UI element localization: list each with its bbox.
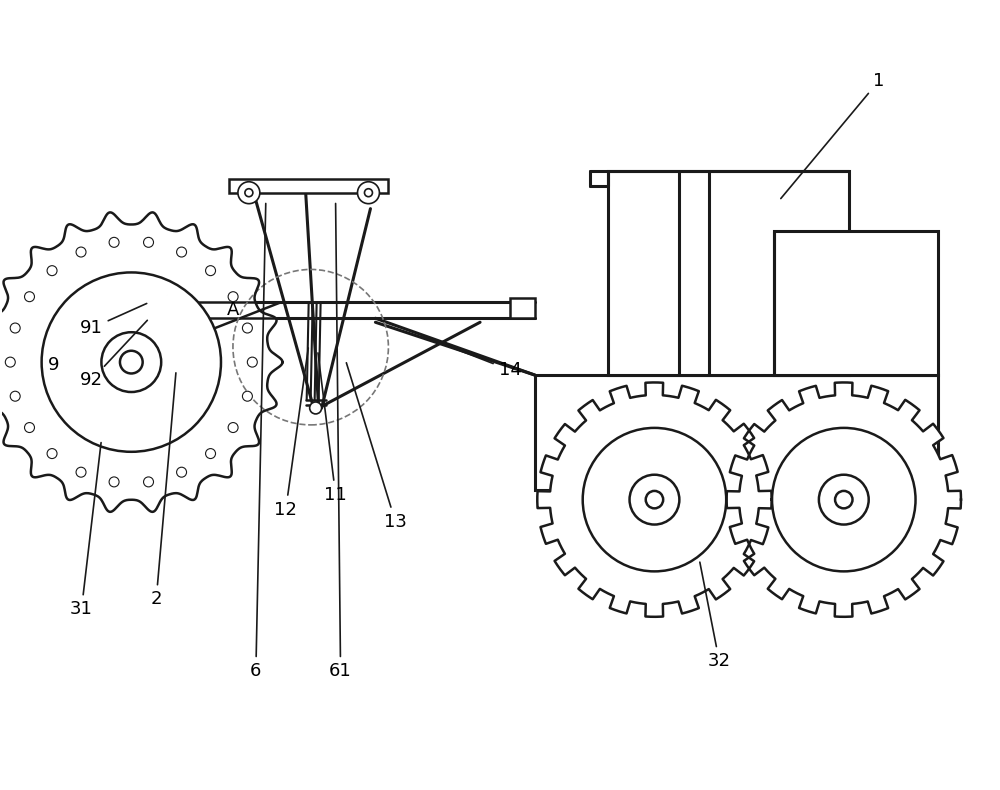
Circle shape (206, 449, 216, 458)
Bar (510, 299, 535, 318)
Circle shape (646, 491, 663, 508)
Polygon shape (727, 382, 961, 617)
Text: 9: 9 (48, 356, 59, 374)
Bar (535, 375, 938, 490)
Circle shape (364, 189, 372, 197)
Circle shape (228, 292, 238, 302)
Text: 6: 6 (250, 204, 266, 680)
Text: 14: 14 (423, 337, 521, 379)
Circle shape (238, 182, 260, 204)
Circle shape (76, 247, 86, 257)
Text: 32: 32 (700, 562, 731, 670)
Bar (774, 231, 938, 375)
Circle shape (228, 423, 238, 432)
Bar (146, 299, 184, 340)
Circle shape (47, 265, 57, 276)
Circle shape (310, 402, 322, 414)
Polygon shape (537, 382, 772, 617)
Circle shape (819, 475, 869, 525)
Text: 13: 13 (346, 363, 407, 531)
Text: 11: 11 (318, 353, 347, 504)
Circle shape (206, 265, 216, 276)
Circle shape (5, 357, 15, 367)
Circle shape (245, 189, 253, 197)
Circle shape (247, 357, 257, 367)
Circle shape (42, 273, 221, 452)
Circle shape (25, 292, 34, 302)
Text: 92: 92 (80, 320, 147, 389)
Circle shape (772, 428, 916, 571)
Circle shape (120, 351, 143, 374)
Circle shape (630, 475, 679, 525)
Text: 61: 61 (329, 204, 352, 680)
Text: 31: 31 (70, 442, 101, 619)
Circle shape (177, 247, 187, 257)
Text: 91: 91 (80, 303, 147, 337)
Circle shape (835, 491, 853, 508)
Circle shape (242, 391, 252, 401)
Circle shape (10, 391, 20, 401)
Bar (229, 179, 388, 193)
Bar (608, 171, 849, 375)
Circle shape (177, 467, 187, 477)
Circle shape (25, 423, 34, 432)
Circle shape (583, 428, 726, 571)
Text: A: A (227, 301, 239, 319)
Circle shape (144, 477, 154, 487)
Polygon shape (0, 213, 283, 512)
Circle shape (109, 477, 119, 487)
Circle shape (242, 323, 252, 333)
Text: 2: 2 (150, 373, 176, 608)
Circle shape (358, 182, 379, 204)
Circle shape (101, 333, 161, 392)
Circle shape (10, 323, 20, 333)
Circle shape (76, 467, 86, 477)
Text: 12: 12 (274, 348, 308, 518)
Circle shape (47, 449, 57, 458)
Text: 1: 1 (781, 72, 884, 198)
Circle shape (144, 237, 154, 247)
Circle shape (109, 237, 119, 247)
